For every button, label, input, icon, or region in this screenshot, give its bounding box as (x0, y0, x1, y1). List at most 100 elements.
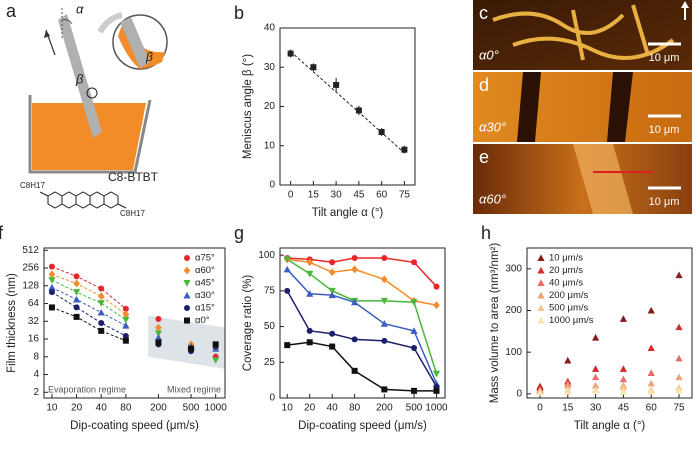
marker (432, 370, 441, 378)
image-label: α60° (479, 191, 506, 206)
marker (98, 327, 105, 334)
marker (591, 386, 600, 394)
y-tick-label: 20 (264, 101, 276, 112)
x-tick-label: 500 (183, 403, 200, 414)
schematic: a α β β C8-BTBT C8H17 C8H17 (6, 1, 168, 218)
marker (306, 258, 313, 267)
y-tick-label: 128 (22, 280, 39, 291)
marker (188, 345, 195, 352)
beta-label: β (75, 71, 84, 86)
marker (411, 345, 418, 351)
marker (72, 289, 81, 296)
marker (537, 304, 545, 311)
legend-label: 20 μm/s (549, 265, 583, 276)
marker (97, 292, 105, 301)
substituent: C8H17 (120, 209, 145, 218)
marker (122, 310, 130, 319)
marker (351, 265, 358, 274)
marker (73, 279, 80, 288)
marker (537, 279, 545, 286)
y-tick-label: 16 (28, 334, 40, 345)
marker (647, 306, 655, 314)
marker (411, 387, 418, 394)
marker (329, 330, 336, 337)
marker (591, 333, 600, 341)
alpha-arc (61, 19, 73, 25)
marker (154, 333, 163, 341)
y-tick-label: 30 (264, 62, 276, 73)
marker (647, 369, 655, 376)
fit-line (51, 306, 127, 342)
x-tick-label: 200 (150, 403, 167, 414)
marker (591, 373, 600, 381)
marker (184, 255, 190, 261)
x-tick-label: 75 (399, 190, 411, 201)
x-tick-label: 80 (349, 403, 361, 414)
arrow-head (681, 1, 689, 8)
substituent: C8H17 (20, 181, 45, 190)
marker (619, 383, 628, 391)
marker (333, 81, 340, 88)
y-tick-label: 300 (505, 263, 522, 274)
x-tick-label: 0 (288, 190, 294, 201)
panel-label: d (479, 75, 489, 95)
x-tick-label: 500 (406, 403, 423, 414)
marker (647, 379, 655, 387)
legend-label: 500 μm/s (549, 303, 589, 314)
legend-label: α45° (195, 278, 215, 289)
fit-line (51, 279, 127, 321)
y-tick-label: 40 (264, 23, 276, 34)
plot-frame (279, 27, 416, 186)
marker (154, 330, 163, 337)
marker (73, 304, 80, 311)
marker (284, 287, 291, 294)
marker (183, 291, 191, 299)
marker (675, 323, 683, 331)
y-tick-label: 32 (28, 316, 40, 327)
x-axis-title: Dip-coating speed (μm/s) (298, 420, 427, 432)
legend-label: α30° (195, 290, 215, 301)
y-axis-title: Coverage ratio (%) (242, 275, 254, 372)
marker (329, 259, 336, 266)
marker (73, 313, 80, 320)
fit-line (51, 291, 127, 337)
arrow-head (44, 30, 50, 38)
inset-substrate (120, 17, 150, 68)
marker (351, 298, 359, 306)
marker (619, 315, 628, 322)
plot-frame (279, 247, 446, 399)
marker (184, 317, 190, 324)
texture (492, 4, 675, 61)
marker (155, 315, 162, 322)
marker (564, 356, 572, 364)
marker (183, 266, 191, 275)
marker (48, 289, 55, 296)
panel-label: e (479, 147, 489, 167)
fit-line (51, 273, 127, 315)
x-axis-title: Tilt angle α (°) (312, 207, 384, 219)
marker (410, 327, 418, 334)
meniscus-marker (86, 87, 98, 99)
molecule (39, 191, 127, 209)
y-tick-label: 100 (258, 250, 275, 261)
marker (675, 271, 683, 279)
marker (122, 305, 129, 312)
scale-label: 10 μm (649, 196, 680, 208)
marker (212, 341, 219, 348)
stripe (517, 72, 633, 142)
marker (591, 381, 600, 389)
afm-image (473, 72, 692, 142)
marker (329, 343, 336, 350)
marker (122, 333, 129, 340)
marker (537, 254, 545, 261)
marker (122, 322, 130, 329)
molecule-name: C8-BTBT (108, 170, 159, 184)
y-tick-label: 10 (264, 140, 276, 151)
marker (98, 285, 105, 292)
panel-label: f (0, 223, 4, 243)
marker (287, 50, 294, 57)
marker (351, 367, 358, 374)
legend-label: 200 μm/s (549, 290, 589, 301)
marker (97, 300, 105, 307)
beaker (28, 95, 152, 174)
